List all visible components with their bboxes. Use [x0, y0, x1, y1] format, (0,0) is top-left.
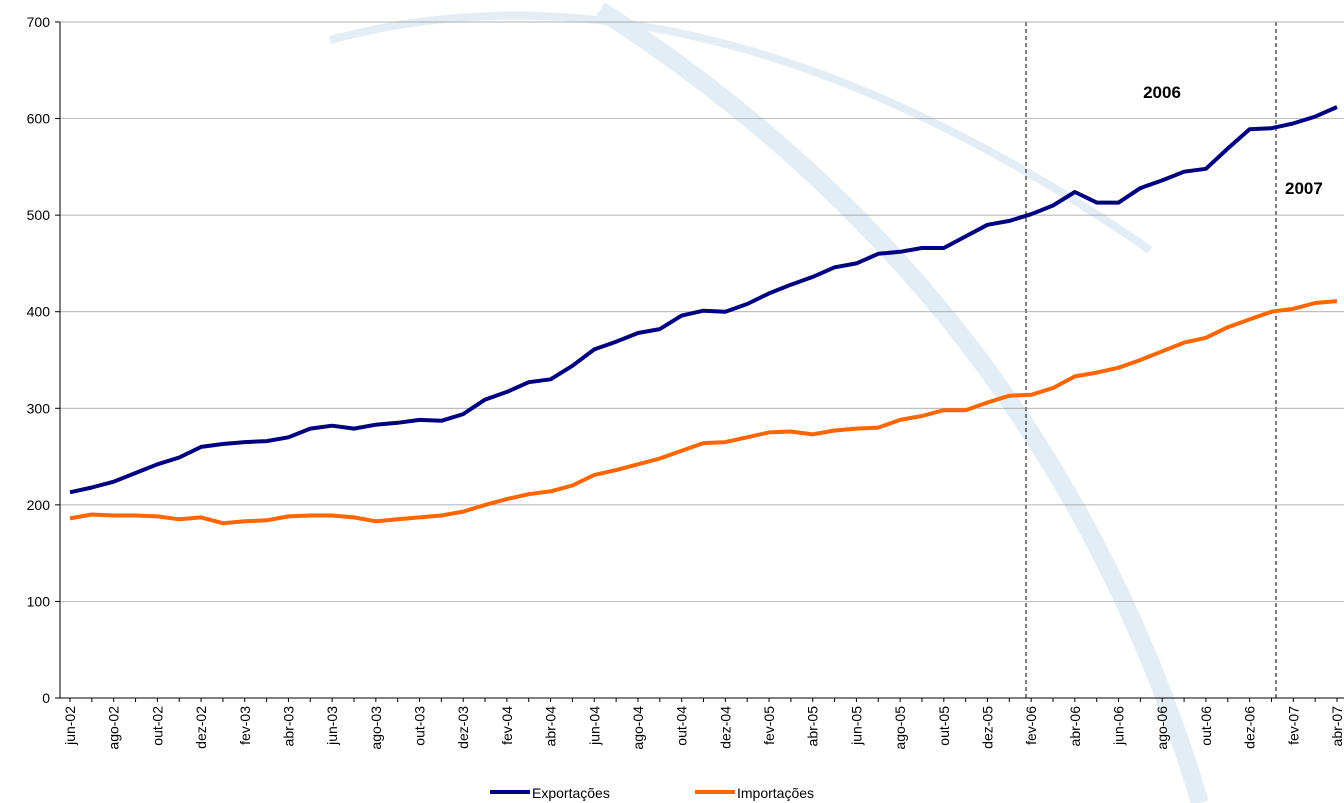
- y-tick-label: 0: [42, 690, 50, 706]
- x-tick-label: ago-03: [368, 706, 384, 750]
- legend-label: Importações: [737, 785, 814, 801]
- x-tick-label: jun-04: [586, 706, 602, 746]
- annotation: 2007: [1285, 179, 1323, 198]
- x-tick-label: abr-06: [1067, 706, 1083, 747]
- y-tick-label: 700: [27, 14, 51, 30]
- x-tick-label: dez-05: [979, 706, 995, 749]
- x-tick-label: fev-03: [237, 706, 253, 745]
- x-tick-label: ago-02: [106, 706, 122, 750]
- legend-label: Exportações: [532, 785, 610, 801]
- x-tick-label: ago-05: [892, 706, 908, 750]
- x-tick-label: fev-06: [1023, 706, 1039, 745]
- x-tick-label: jun-02: [62, 706, 78, 746]
- x-tick-label: out-02: [149, 706, 165, 746]
- x-tick-label: jun-03: [324, 706, 340, 746]
- x-tick-label: fev-05: [761, 706, 777, 745]
- y-tick-label: 200: [27, 497, 51, 513]
- x-tick-label: out-04: [674, 706, 690, 746]
- x-tick-label: out-05: [936, 706, 952, 746]
- y-tick-label: 500: [27, 207, 51, 223]
- line: [69, 299, 1338, 526]
- line: [69, 105, 1338, 495]
- y-tick-label: 600: [27, 111, 51, 127]
- x-tick-label: dez-06: [1242, 706, 1258, 749]
- x-tick-label: fev-07: [1285, 706, 1301, 745]
- x-tick-label: fev-04: [499, 706, 515, 745]
- x-tick-label: abr-07: [1329, 706, 1344, 747]
- x-tick-label: ago-06: [1154, 706, 1170, 750]
- x-tick-label: abr-03: [280, 706, 296, 747]
- x-tick-label: dez-03: [455, 706, 471, 749]
- y-tick-label: 400: [27, 304, 51, 320]
- x-tick-label: out-03: [412, 706, 428, 746]
- x-tick-label: out-06: [1198, 706, 1214, 746]
- y-tick-label: 300: [27, 400, 51, 416]
- x-tick-label: ago-04: [630, 706, 646, 750]
- x-tick-label: jun-06: [1111, 706, 1127, 746]
- x-tick-label: abr-04: [543, 706, 559, 747]
- annotation: 2006: [1143, 83, 1181, 102]
- x-tick-label: abr-05: [805, 706, 821, 747]
- x-tick-label: dez-04: [717, 706, 733, 749]
- watermark: [328, 2, 1209, 803]
- x-tick-label: dez-02: [193, 706, 209, 749]
- x-tick-label: jun-05: [848, 706, 864, 746]
- y-tick-label: 100: [27, 593, 51, 609]
